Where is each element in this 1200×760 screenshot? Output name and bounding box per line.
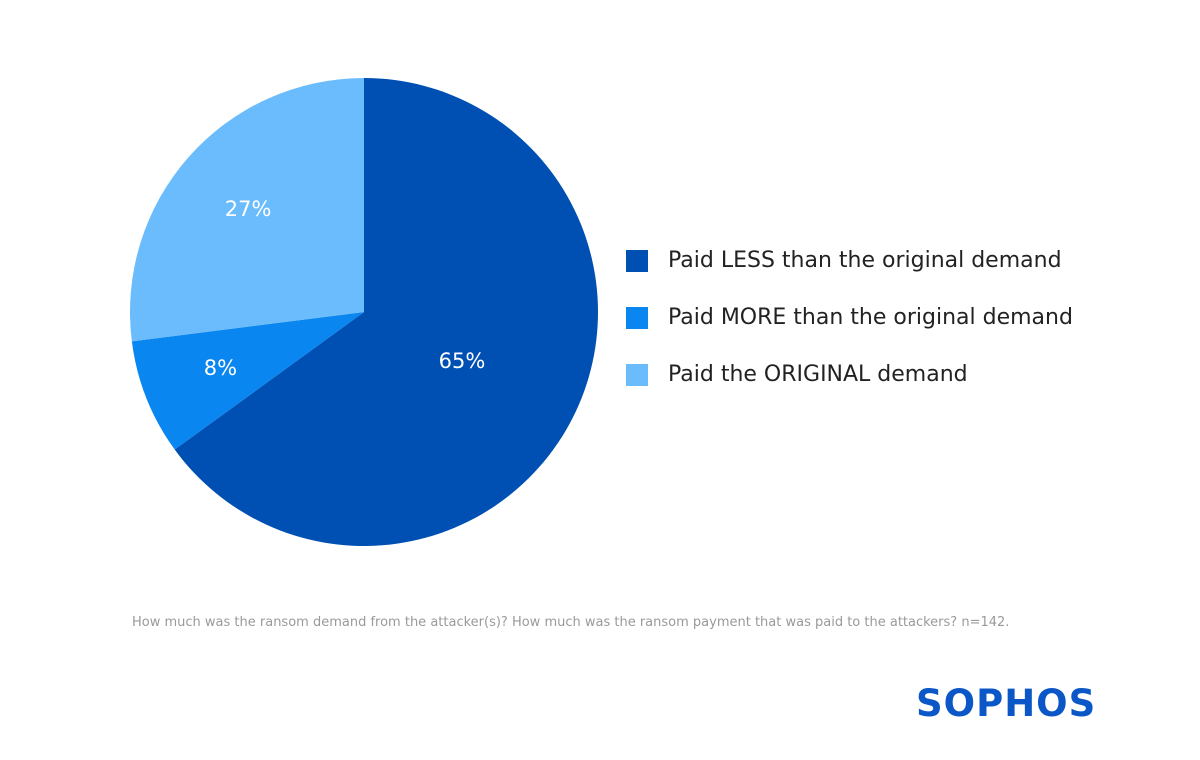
legend-label-paid-less: Paid LESS than the original demand — [668, 248, 1062, 273]
pie-label-paid-less: 65% — [439, 349, 486, 373]
pie-label-paid-more: 8% — [204, 356, 237, 380]
legend-item-paid-less: Paid LESS than the original demand — [626, 232, 1073, 289]
legend-swatch-paid-original — [626, 363, 648, 386]
pie-chart: 65% 8% 27% — [129, 78, 599, 547]
pie-slice-paid-more — [131, 312, 364, 450]
pie-slice-paid-original — [129, 78, 364, 342]
legend-swatch-paid-more — [626, 306, 648, 329]
chart-footnote: How much was the ransom demand from the … — [132, 615, 1010, 630]
legend-item-paid-original: Paid the ORIGINAL demand — [626, 346, 1073, 403]
sophos-logo: SOPHOS — [916, 682, 1097, 725]
legend: Paid LESS than the original demand Paid … — [626, 232, 1073, 403]
legend-label-paid-original: Paid the ORIGINAL demand — [668, 362, 968, 387]
legend-label-paid-more: Paid MORE than the original demand — [668, 305, 1073, 330]
legend-swatch-paid-less — [626, 249, 648, 272]
pie-label-paid-original: 27% — [225, 197, 272, 221]
legend-item-paid-more: Paid MORE than the original demand — [626, 289, 1073, 346]
pie-slice-paid-less — [174, 78, 599, 547]
